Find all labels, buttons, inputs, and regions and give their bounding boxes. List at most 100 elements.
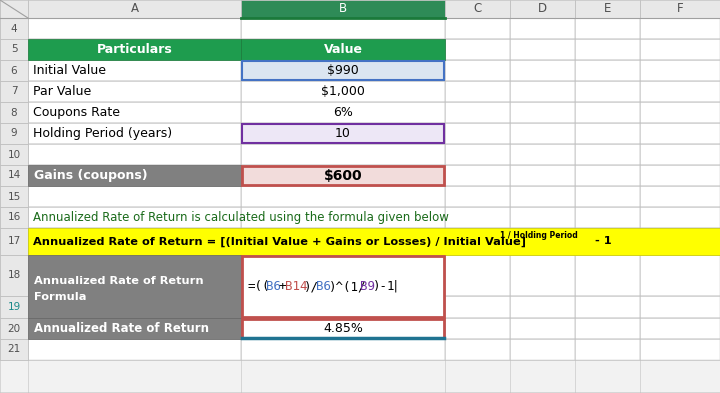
Bar (640, 318, 720, 339)
Bar (445, 18, 510, 39)
Bar (640, 81, 720, 102)
Text: 8: 8 (11, 108, 17, 118)
Bar (510, 102, 575, 123)
Text: Gains (coupons): Gains (coupons) (34, 169, 148, 182)
Bar (242, 166, 444, 185)
Text: 15: 15 (7, 191, 21, 202)
Text: )-1: )-1 (373, 280, 395, 293)
Bar (510, 18, 575, 39)
Text: Formula: Formula (34, 292, 86, 303)
Bar (640, 123, 720, 144)
Text: 10: 10 (335, 127, 351, 140)
Bar (510, 228, 575, 255)
Text: 18: 18 (7, 270, 21, 281)
Text: Initial Value: Initial Value (33, 64, 106, 77)
Bar (640, 228, 720, 255)
Bar (28, 102, 241, 123)
Text: F: F (677, 2, 683, 15)
Text: |: | (392, 280, 400, 293)
Bar (28, 81, 241, 102)
Bar (445, 144, 510, 165)
Bar (28, 60, 241, 81)
Bar (575, 39, 640, 60)
Bar (0, 0, 28, 18)
Bar (0, 165, 28, 186)
Bar (28, 318, 241, 339)
Text: C: C (473, 2, 482, 15)
Text: D: D (538, 2, 547, 15)
Bar (640, 296, 720, 318)
Bar (241, 296, 445, 318)
Text: Annualized Rate of Return: Annualized Rate of Return (34, 322, 209, 335)
Bar (640, 39, 720, 60)
Text: Coupons Rate: Coupons Rate (33, 106, 120, 119)
Bar (28, 318, 241, 339)
Bar (510, 144, 575, 165)
Bar (445, 228, 510, 255)
Bar (445, 39, 510, 60)
Text: Particulars: Particulars (96, 43, 172, 56)
Bar (241, 144, 445, 165)
Text: - 1: - 1 (591, 237, 611, 246)
Text: B6: B6 (266, 280, 281, 293)
Bar (241, 39, 445, 60)
Bar (0, 339, 28, 360)
Bar (28, 123, 241, 144)
Text: Annualized Rate of Return: Annualized Rate of Return (34, 277, 204, 286)
Bar (28, 318, 720, 339)
Bar (510, 39, 575, 60)
Bar (241, 81, 445, 102)
Bar (28, 123, 720, 144)
Bar (28, 207, 241, 228)
Bar (28, 165, 720, 186)
Bar (575, 318, 640, 339)
Bar (28, 0, 241, 18)
Text: $990: $990 (327, 64, 359, 77)
Bar (241, 255, 445, 296)
Bar (241, 0, 445, 18)
Bar (575, 339, 640, 360)
Bar (445, 102, 510, 123)
Bar (28, 81, 720, 102)
Bar (0, 81, 28, 102)
Bar (510, 81, 575, 102)
Bar (445, 81, 510, 102)
Bar (241, 18, 445, 39)
Bar (28, 18, 241, 39)
Bar (28, 228, 720, 255)
Bar (510, 339, 575, 360)
Text: 20: 20 (7, 323, 21, 334)
Text: 10: 10 (7, 149, 21, 160)
Bar (0, 296, 28, 318)
Bar (241, 186, 445, 207)
Text: 19: 19 (7, 302, 21, 312)
Bar (28, 144, 241, 165)
Text: 5: 5 (11, 44, 17, 55)
Text: B9: B9 (361, 280, 375, 293)
Bar (0, 60, 28, 81)
Bar (241, 60, 445, 81)
Bar (242, 256, 444, 317)
Bar (640, 165, 720, 186)
Bar (640, 339, 720, 360)
Bar (445, 0, 510, 18)
Text: 7: 7 (11, 86, 17, 97)
Bar (510, 165, 575, 186)
Bar (0, 186, 28, 207)
Bar (28, 186, 241, 207)
Bar (28, 186, 720, 207)
Bar (575, 0, 640, 18)
Bar (241, 228, 445, 255)
Text: 4: 4 (11, 24, 17, 33)
Bar (28, 296, 720, 318)
Bar (445, 318, 510, 339)
Bar (0, 18, 28, 39)
Text: )^(1/: )^(1/ (329, 280, 366, 293)
Bar (28, 255, 241, 318)
Bar (445, 296, 510, 318)
Text: Value: Value (323, 43, 362, 56)
Bar (28, 39, 241, 60)
Text: 21: 21 (7, 345, 21, 354)
Text: Annualized Rate of Return is calculated using the formula given below: Annualized Rate of Return is calculated … (33, 211, 449, 224)
Bar (242, 61, 444, 80)
